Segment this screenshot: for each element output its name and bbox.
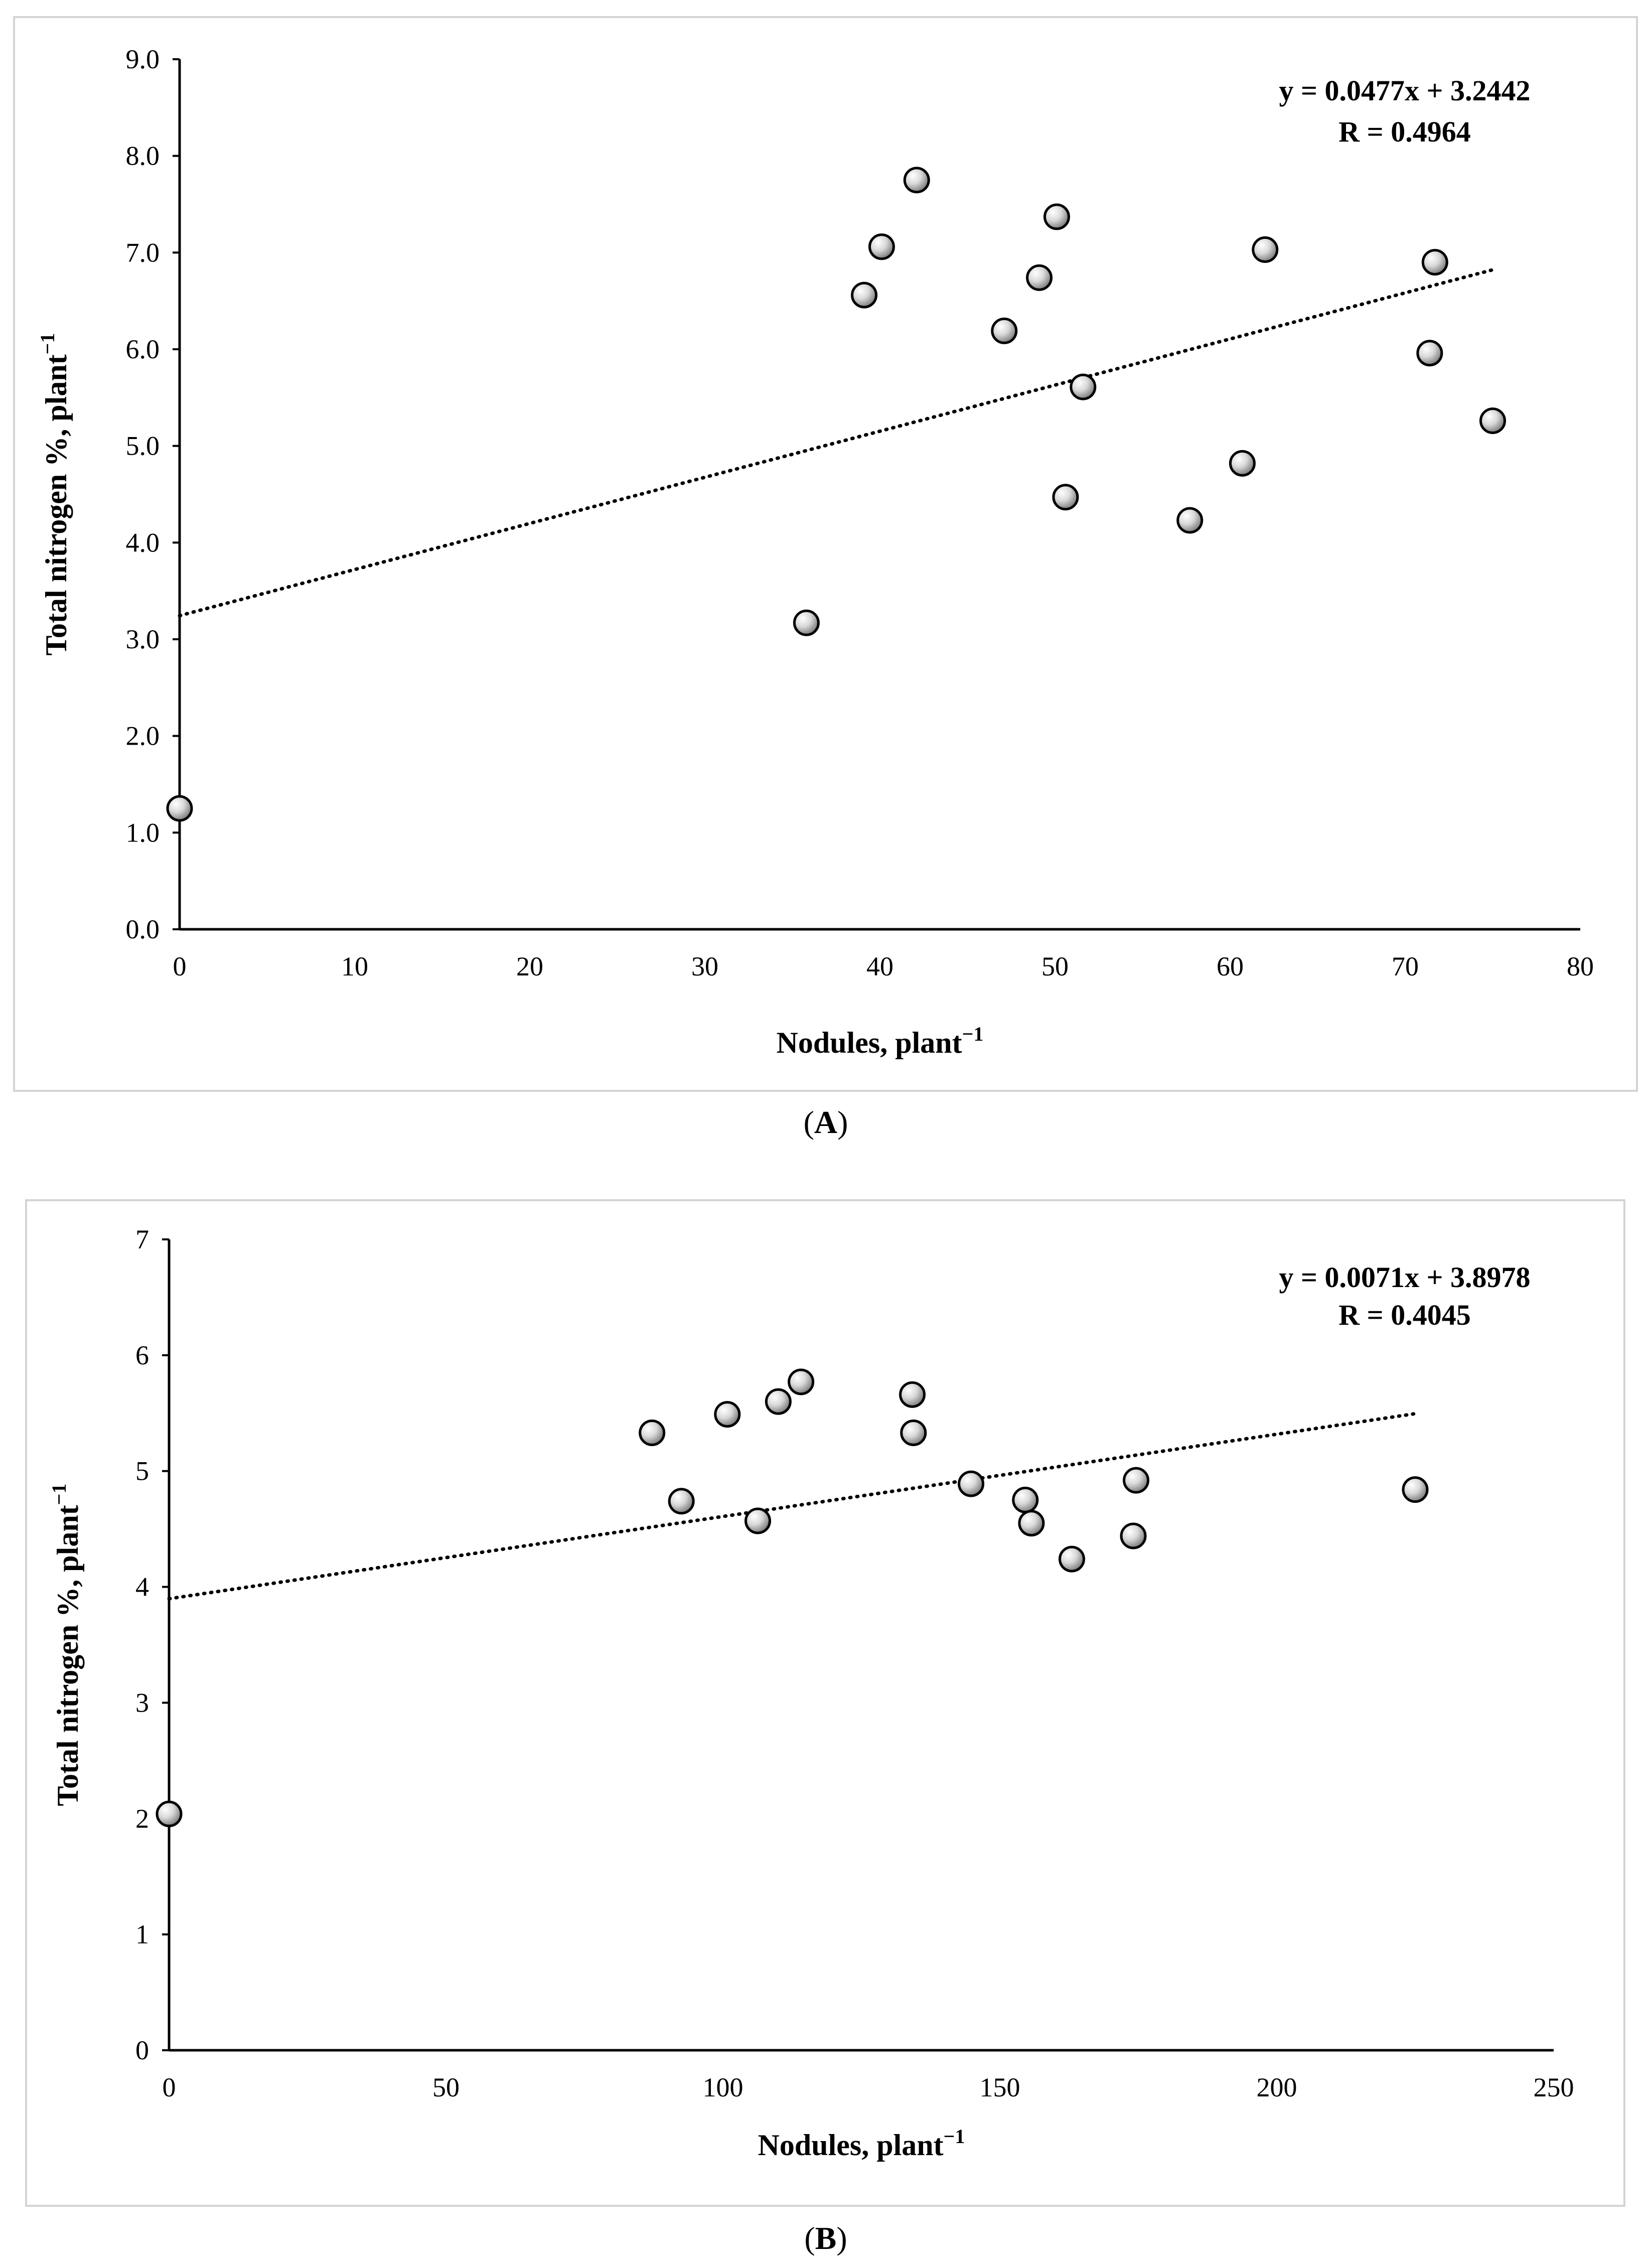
chart-a-data-point: [1052, 484, 1079, 511]
chart-a-y-axis-label: Total nitrogen %, plant−1: [36, 333, 73, 656]
chart-a-data-point: [1176, 507, 1204, 534]
chart-b-data-point: [765, 1388, 792, 1415]
chart-b-x-tick-label: 250: [1534, 2072, 1574, 2102]
panel-label-a: (A): [804, 1104, 848, 1140]
chart-a-y-tick-label: 8.0: [126, 141, 160, 171]
chart-a-y-tick-label: 7.0: [126, 237, 160, 267]
chart-a-frame: [13, 16, 1638, 1092]
chart-a-data-point: [991, 317, 1018, 344]
chart-b-equation: y = 0.0071x + 3.8978: [1279, 1261, 1530, 1294]
chart-b-y-tick-label: 1: [135, 1919, 149, 1949]
chart-b-data-point: [744, 1507, 772, 1534]
chart-b-trendline: [167, 1411, 1417, 1601]
chart-b-x-tick-label: 100: [703, 2072, 743, 2102]
chart-a-data-point: [903, 167, 930, 194]
chart-b-data-point: [668, 1488, 695, 1515]
chart-a-r-value: R = 0.4964: [1338, 115, 1470, 148]
chart-a-x-tick-label: 10: [341, 951, 368, 981]
chart-a-data-point: [1026, 264, 1053, 291]
chart-b-x-tick-label: 50: [432, 2072, 460, 2102]
chart-b-y-tick-label: 6: [135, 1340, 149, 1370]
chart-a-x-tick-label: 0: [173, 951, 187, 981]
chart-b-y-axis-label: Total nitrogen %, plant−1: [48, 1484, 84, 1806]
chart-a-data-point: [1229, 450, 1256, 477]
chart-b-x-axis-label: Nodules, plant−1: [758, 2125, 965, 2162]
chart-a-y-tick-label: 3.0: [126, 624, 160, 654]
chart-b-y-tick-label: 4: [135, 1572, 149, 1602]
chart-a-data-point: [1479, 407, 1506, 435]
chart-b-frame: [25, 1199, 1625, 2207]
chart-b-data-point: [1402, 1476, 1429, 1503]
chart-b-data-point: [1018, 1510, 1045, 1537]
chart-a: 0.0 1.0 2.0 3.0 4.0 5.0 6.0 7.0 8.0 9.0 0 10 20 30 40…: [36, 44, 1594, 1059]
chart-a-x-tick-label: 30: [691, 951, 718, 981]
chart-a-equation: y = 0.0477x + 3.2442: [1279, 74, 1530, 107]
chart-a-x-tick-label: 60: [1217, 951, 1244, 981]
chart-b-data-point: [156, 1800, 183, 1827]
chart-b-data-point: [958, 1470, 985, 1497]
chart-a-data-point: [1043, 203, 1070, 230]
chart-b-y-tick-label: 2: [135, 1803, 149, 1833]
chart-a-x-axis-unit: −1: [962, 1023, 984, 1045]
chart-b-y-tick-label: 3: [135, 1687, 149, 1718]
chart-b-x-axis-label-text: Nodules, plant: [758, 2129, 944, 2162]
chart-b-y-tick-label: 5: [135, 1456, 149, 1486]
chart-b-x-axis-unit: −1: [944, 2125, 965, 2148]
chart-b-x-tick-label: 200: [1257, 2072, 1297, 2102]
chart-b-data-point: [1059, 1545, 1086, 1573]
chart-a-data-point: [793, 609, 820, 636]
chart-b-r-value: R = 0.4045: [1338, 1299, 1470, 1331]
chart-a-y-axis-unit: −1: [36, 333, 59, 355]
chart-a-x-axis-label-text: Nodules, plant: [777, 1026, 962, 1059]
chart-a-y-tick-label: 4.0: [126, 527, 160, 557]
chart-a-y-tick-label: 2.0: [126, 721, 160, 751]
chart-a-trendline: [178, 268, 1494, 618]
chart-b-y-tick-label: 7: [135, 1224, 149, 1254]
chart-b-data-point: [1120, 1522, 1147, 1549]
chart-a-data-point: [851, 281, 878, 309]
chart-b-x-tick-label: 0: [163, 2072, 176, 2102]
chart-b-data-point: [788, 1368, 815, 1395]
chart-a-x-tick-label: 80: [1567, 951, 1594, 981]
chart-b-y-tick-label: 0: [135, 2035, 149, 2065]
chart-a-y-tick-label: 9.0: [126, 44, 160, 74]
chart-a-data-point: [868, 233, 895, 260]
chart-b-data-point: [900, 1420, 927, 1447]
chart-b-data-point: [639, 1420, 666, 1447]
panel-label-a-letter: A: [814, 1104, 837, 1140]
chart-b-y-axis-unit: −1: [48, 1484, 70, 1505]
chart-b-data-point: [1012, 1486, 1039, 1513]
chart-b: 0 1 2 3 4 5 6 7 0 50 100 150 200 250 y = 0.0071x + 3…: [48, 1224, 1574, 2162]
panel-label-b-letter: B: [815, 2220, 837, 2256]
chart-a-x-tick-label: 20: [516, 951, 543, 981]
chart-b-y-axis-label-text: Total nitrogen %, plant: [51, 1505, 84, 1806]
chart-a-x-axis-label: Nodules, plant−1: [777, 1023, 984, 1059]
chart-a-y-tick-label: 0.0: [126, 914, 160, 944]
chart-a-y-tick-label: 1.0: [126, 817, 160, 847]
panel-label-b: (B): [804, 2220, 847, 2256]
chart-a-x-tick-label: 40: [866, 951, 893, 981]
chart-a-data-point: [1416, 340, 1443, 367]
chart-a-data-point: [1421, 249, 1448, 276]
chart-b-data-point: [899, 1381, 926, 1408]
chart-a-x-tick-label: 50: [1041, 951, 1069, 981]
chart-a-y-axis-label-text: Total nitrogen %, plant: [40, 354, 73, 655]
chart-a-y-tick-label: 6.0: [126, 334, 160, 364]
chart-b-data-point: [714, 1401, 741, 1428]
chart-a-data-point: [1252, 236, 1279, 263]
chart-a-data-point: [166, 795, 193, 822]
chart-b-data-point: [1123, 1467, 1150, 1494]
chart-a-y-tick-label: 5.0: [126, 431, 160, 461]
chart-b-x-tick-label: 150: [980, 2072, 1020, 2102]
chart-a-x-tick-label: 70: [1392, 951, 1419, 981]
chart-a-data-point: [1070, 373, 1097, 400]
